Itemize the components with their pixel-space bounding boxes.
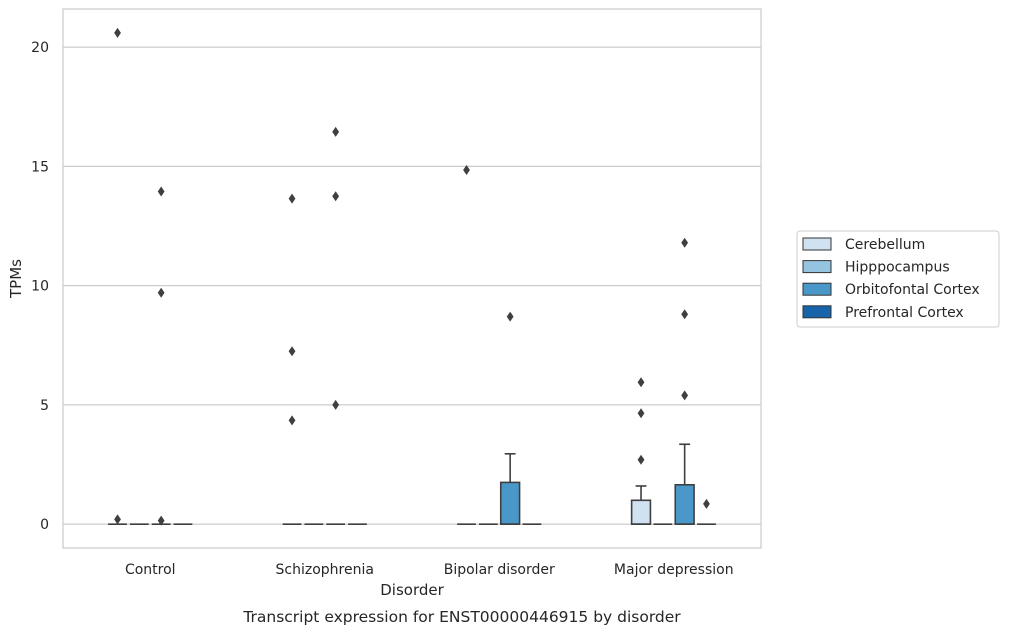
x-tick-label: Bipolar disorder [444,562,555,578]
x-tick-label: Major depression [614,562,734,578]
box-prefrontal-cortex [697,498,716,525]
box-orbitofontal-cortex [151,186,171,526]
x-tick-label: Schizophrenia [276,562,374,578]
outlier-point [506,311,514,322]
outlier-point [157,287,165,298]
box-body [674,483,695,525]
outlier-point [332,399,340,410]
outlier-point [332,126,340,137]
legend-swatch [802,282,832,296]
y-tick-label: 5 [40,398,49,414]
y-axis-title: TPMs [7,259,25,299]
chart-caption: Transcript expression for ENST0000044691… [242,608,681,626]
box-cerebellum [630,377,652,525]
outlier-point [703,498,710,509]
outlier-point [637,454,645,465]
outlier-point [157,186,165,197]
legend-label: Cerebellum [845,237,925,253]
x-tick-label: Control [125,562,176,578]
box-orbitofontal-cortex [674,237,695,525]
legend-label: Hipppocampus [845,260,950,276]
outlier-point [288,193,296,204]
outlier-point [637,408,645,419]
legend-swatch [802,260,832,274]
plot-frame [62,8,762,549]
outlier-point [288,415,296,426]
y-tick-label: 10 [31,279,49,295]
outlier-point [332,191,340,202]
outlier-point [637,377,645,388]
plot-marks [108,27,716,526]
legend-swatch [802,237,832,251]
outlier-point [681,237,689,248]
box-cerebellum [108,27,127,525]
outlier-point [288,346,296,357]
outlier-point [681,390,689,401]
legend: Cerebellum Hipppocampus Orbitofontal Corte… [796,230,1000,328]
outlier-point [463,164,470,175]
y-axis-ticks: 0 5 10 15 20 [31,40,49,533]
x-axis-ticks: Control Schizophrenia Bipolar disorder Majo… [125,562,734,578]
box-cerebellum [457,164,476,525]
box-orbitofontal-cortex [499,311,521,525]
box-cerebellum [282,193,302,525]
outlier-point [157,515,165,526]
outlier-point [114,27,121,38]
legend-label: Prefrontal Cortex [845,305,964,321]
y-tick-label: 20 [31,40,49,56]
legend-swatch [802,305,832,319]
box-body [630,499,652,525]
legend-label: Orbitofontal Cortex [845,282,980,298]
box-body [499,481,521,525]
box-orbitofontal-cortex [326,126,346,525]
outlier-point [681,309,689,320]
outlier-point [114,514,121,525]
y-tick-label: 15 [31,159,49,175]
x-axis-title: Disorder [380,581,444,599]
y-tick-label: 0 [40,517,49,533]
legend-frame [796,230,1000,328]
